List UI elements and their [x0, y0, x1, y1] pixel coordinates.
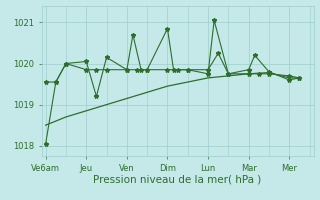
X-axis label: Pression niveau de la mer( hPa ): Pression niveau de la mer( hPa )	[93, 174, 262, 184]
